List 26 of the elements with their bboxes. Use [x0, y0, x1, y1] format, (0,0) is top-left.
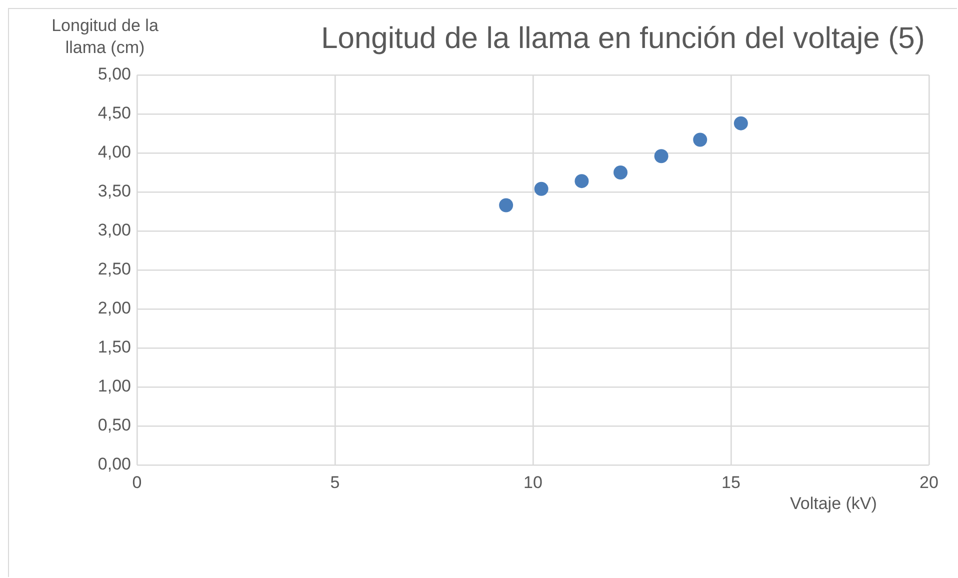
y-axis-title: Longitud de la llama (cm) — [50, 15, 160, 59]
y-tick-label: 0,00 — [98, 454, 131, 474]
point — [734, 116, 748, 130]
point — [534, 182, 548, 196]
point — [693, 132, 708, 147]
point — [499, 198, 514, 212]
chart-title: Longitud de la llama en función del voltaje (5) — [321, 22, 925, 55]
y-tick-label: 4,00 — [98, 142, 131, 162]
y-tick-label: 2,00 — [98, 298, 131, 318]
x-tick-label: 10 — [524, 472, 542, 492]
x-axis-title: Voltaje (kV) — [790, 494, 877, 514]
y-tick-label: 0,50 — [98, 416, 131, 435]
y-tick-label: 3,00 — [98, 220, 131, 240]
y-tick-label: 4,50 — [98, 104, 131, 123]
point — [654, 149, 668, 164]
y-tick-label: 3,50 — [98, 182, 131, 201]
x-tick-label: 5 — [330, 472, 340, 492]
x-tick-label: 20 — [920, 472, 938, 492]
point — [614, 166, 628, 180]
y-tick-label: 2,50 — [98, 260, 131, 279]
x-tick-label: 0 — [132, 472, 142, 492]
x-tick-label: 15 — [722, 472, 740, 492]
y-tick-label: 1,00 — [98, 376, 131, 396]
point — [574, 174, 589, 188]
y-tick-label: 1,50 — [98, 338, 131, 357]
y-tick-label: 5,00 — [98, 64, 131, 84]
